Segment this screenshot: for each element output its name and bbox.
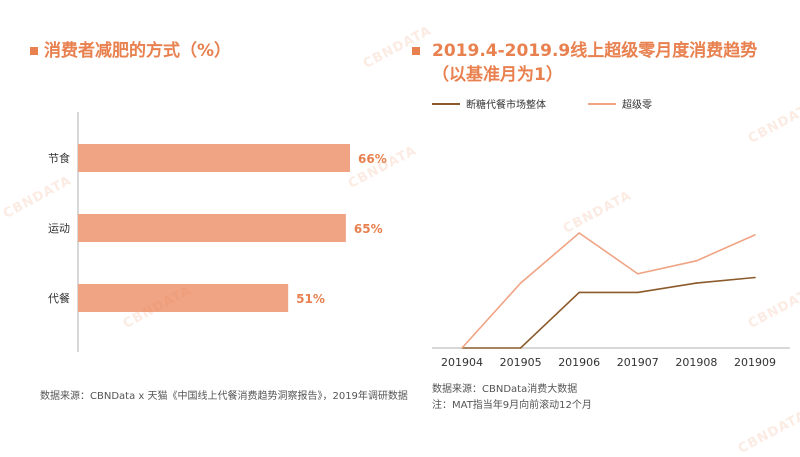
series-0-point	[519, 347, 522, 349]
right-chart-title: 2019.4-2019.9线上超级零月度消费趋势	[432, 41, 758, 61]
series-line-0	[462, 276, 756, 349]
x-tick-label: 201909	[734, 356, 776, 369]
series-1-point	[461, 347, 463, 349]
bar-category-label: 代餐	[48, 291, 70, 305]
legend-label-superzero: 超级零	[622, 100, 652, 111]
series-0-point	[695, 282, 698, 284]
series-0-point	[637, 291, 639, 294]
series-1-point	[637, 273, 639, 275]
legend-swatch-superzero	[588, 102, 616, 105]
series-0-point	[578, 291, 580, 294]
right-footnote: 注：MAT指当年9月向前滚动12个月	[432, 400, 592, 411]
bar-value-label: 51%	[296, 292, 325, 306]
x-tick-label: 201907	[617, 356, 659, 369]
right-title-bullet	[412, 47, 420, 55]
x-tick-label: 201908	[675, 356, 717, 369]
series-1-point	[695, 260, 698, 262]
bar-category-label: 节食	[48, 151, 70, 165]
bar-1	[78, 214, 346, 242]
legend-label-market: 断糖代餐市场整体	[466, 100, 546, 111]
legend-item-market: 断糖代餐市场整体	[432, 96, 546, 111]
legend-item-superzero: 超级零	[588, 96, 652, 111]
series-1-point	[519, 282, 522, 284]
right-source-note: 数据来源：CBNData消费大数据	[432, 384, 578, 395]
series-0-point	[754, 276, 756, 279]
left-chart-title: 消费者减肥的方式（%）	[44, 41, 232, 61]
x-tick-label: 201904	[441, 356, 483, 369]
series-1-point	[578, 232, 580, 234]
bar-category-label: 运动	[48, 222, 70, 235]
left-title-bullet	[30, 47, 38, 55]
bar-value-label: 65%	[354, 222, 383, 236]
series-1-point	[754, 234, 756, 236]
left-source-note: 数据来源：CBNData x 天猫《中国线上代餐消费趋势洞察报告》，2019年调…	[40, 391, 408, 402]
bar-value-label: 66%	[358, 152, 387, 166]
right-chart-subtitle: （以基准月为1）	[432, 65, 563, 85]
bar-0	[78, 144, 350, 172]
legend-swatch-market	[432, 102, 460, 105]
x-tick-label: 201906	[558, 356, 600, 369]
bar-2	[78, 284, 289, 312]
x-tick-label: 201905	[500, 356, 542, 369]
series-line-1	[461, 231, 756, 349]
